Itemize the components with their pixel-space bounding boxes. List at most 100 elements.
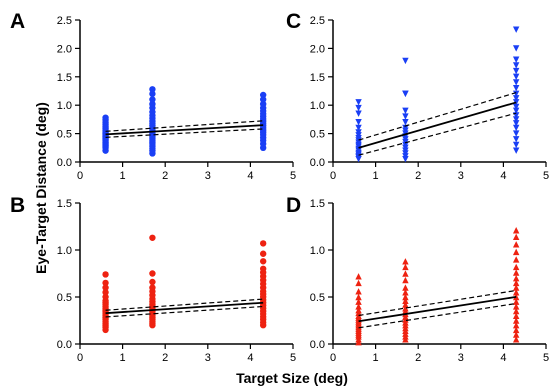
x-tick-label: 0 — [77, 352, 83, 364]
x-tick-label: 0 — [330, 352, 336, 364]
x-tick-label: 4 — [247, 352, 253, 364]
regression-line — [358, 101, 517, 149]
y-tick-label: 0.0 — [57, 339, 72, 351]
data-point — [355, 104, 362, 112]
y-tick-label: 1.5 — [310, 72, 325, 84]
data-point — [149, 90, 156, 98]
data-point — [149, 100, 156, 108]
y-tick-label: 1.0 — [57, 245, 72, 257]
data-point — [512, 289, 520, 296]
data-point — [512, 275, 520, 282]
ci-lower-line — [105, 128, 264, 138]
data-point — [512, 284, 520, 291]
x-tick-label: 2 — [162, 170, 168, 182]
y-tick-label: 1.5 — [310, 198, 325, 210]
data-point — [402, 258, 409, 265]
y-tick-label: 0.5 — [57, 129, 72, 141]
data-point — [512, 312, 520, 319]
data-point — [102, 289, 109, 296]
x-tick-label: 2 — [162, 352, 168, 364]
ci-upper-line — [105, 298, 264, 311]
data-point — [512, 107, 520, 115]
y-tick-label: 1.0 — [57, 100, 72, 112]
x-tick-label: 4 — [500, 352, 506, 364]
data-point — [355, 306, 362, 314]
data-point — [355, 273, 362, 280]
data-point — [402, 107, 409, 115]
data-point — [512, 248, 520, 256]
data-point — [512, 269, 520, 276]
data-point — [512, 322, 520, 329]
panel-letter: D — [286, 194, 301, 217]
data-point — [355, 279, 362, 287]
ci-upper-line — [358, 289, 517, 317]
x-tick-label: 1 — [373, 352, 379, 364]
data-point — [512, 326, 520, 334]
data-point — [355, 298, 362, 305]
data-point — [259, 258, 267, 265]
data-point — [102, 293, 109, 301]
data-point — [512, 279, 520, 287]
y-tick-label: 0.5 — [310, 129, 325, 141]
data-point — [402, 263, 409, 271]
data-point — [512, 124, 520, 132]
data-point — [512, 336, 520, 343]
y-tick-label: 2.0 — [57, 43, 72, 55]
regression-line — [358, 296, 517, 323]
x-tick-label: 3 — [458, 170, 464, 182]
y-tick-label: 2.0 — [310, 43, 325, 55]
data-point — [102, 279, 109, 287]
ci-lower-line — [105, 305, 264, 318]
data-point — [259, 250, 267, 257]
data-point — [512, 303, 520, 310]
data-point — [402, 270, 409, 277]
data-point — [512, 147, 520, 154]
data-point — [149, 96, 156, 103]
y-tick-label: 0.5 — [57, 292, 72, 304]
data-point — [402, 297, 409, 304]
data-point — [149, 278, 156, 286]
data-point — [512, 26, 520, 33]
data-point — [512, 141, 520, 149]
data-point — [512, 256, 520, 263]
y-tick-label: 1.0 — [310, 100, 325, 112]
data-point — [355, 303, 362, 310]
data-point — [259, 91, 267, 99]
data-point — [402, 119, 409, 126]
panel-letter: A — [10, 10, 25, 33]
data-point — [512, 120, 520, 127]
y-axis-title: Eye-Target Distance (deg) — [33, 102, 49, 274]
ci-upper-line — [105, 120, 264, 132]
data-point — [512, 307, 520, 315]
panel-c: C 0 1 2 3 4 5 0.0 0.5 1.0 1.5 2.0 2.5 — [286, 10, 549, 182]
y-tick-label: 0.0 — [57, 157, 72, 169]
data-point — [512, 227, 520, 234]
x-axis-title: Target Size (deg) — [236, 370, 348, 386]
data-point — [149, 270, 156, 277]
x-tick-label: 3 — [205, 170, 211, 182]
x-tick-label: 3 — [205, 352, 211, 364]
x-tick-label: 0 — [77, 170, 83, 182]
data-point — [149, 284, 156, 291]
data-point — [512, 67, 520, 75]
data-point — [402, 90, 409, 98]
y-tick-label: 0.0 — [310, 157, 325, 169]
data-point — [512, 90, 520, 98]
data-point — [355, 119, 362, 126]
data-point — [402, 124, 409, 132]
x-tick-label: 2 — [415, 352, 421, 364]
data-point — [355, 293, 362, 301]
data-point — [355, 99, 362, 106]
data-point — [259, 265, 267, 272]
data-point — [402, 57, 409, 65]
data-point — [512, 331, 520, 338]
ci-lower-line — [358, 112, 517, 156]
panel-letter: C — [286, 10, 301, 33]
y-tick-label: 1.0 — [310, 245, 325, 257]
data-point — [512, 136, 520, 143]
x-tick-label: 1 — [120, 352, 126, 364]
data-point — [512, 62, 520, 69]
x-tick-label: 3 — [458, 352, 464, 364]
data-point — [512, 45, 520, 52]
